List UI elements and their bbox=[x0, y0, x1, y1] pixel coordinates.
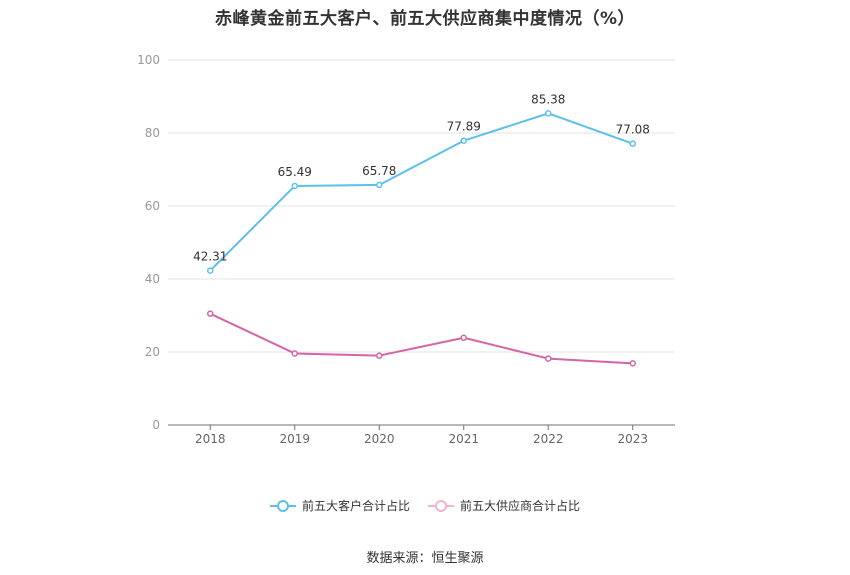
legend-label-suppliers: 前五大供应商合计占比 bbox=[460, 499, 581, 513]
data-point bbox=[460, 334, 467, 342]
x-tick-label: 2020 bbox=[364, 432, 395, 446]
data-source: 数据来源：恒生聚源 bbox=[366, 551, 484, 566]
data-label: 85.38 bbox=[531, 92, 565, 106]
y-tick-label: 20 bbox=[145, 345, 160, 359]
data-point bbox=[291, 182, 298, 190]
data-point bbox=[207, 310, 214, 317]
data-point bbox=[545, 110, 552, 117]
x-tick-label: 2022 bbox=[533, 432, 564, 446]
data-point bbox=[629, 360, 636, 367]
data-label: 42.31 bbox=[193, 250, 227, 264]
data-point bbox=[460, 137, 467, 144]
y-tick-label: 40 bbox=[145, 272, 160, 286]
chart-title: 赤峰黄金前五大客户、前五大供应商集中度情况（%） bbox=[214, 9, 636, 29]
y-tick-label: 100 bbox=[137, 53, 160, 67]
data-label: 77.08 bbox=[616, 123, 650, 137]
data-point bbox=[545, 355, 552, 362]
chart-legend: 前五大客户合计占比 前五大供应商合计占比 bbox=[0, 497, 850, 514]
series-line-0 bbox=[209, 112, 634, 272]
data-label: 77.89 bbox=[447, 120, 481, 134]
data-point bbox=[629, 140, 636, 147]
data-point bbox=[376, 352, 383, 359]
y-tick-label: 60 bbox=[145, 199, 160, 213]
x-tick-label: 2019 bbox=[279, 432, 310, 446]
legend-symbol-customers-icon bbox=[269, 499, 296, 513]
x-tick-label: 2018 bbox=[195, 432, 226, 446]
y-tick-label: 0 bbox=[152, 418, 160, 432]
data-point bbox=[207, 267, 214, 274]
legend-item-suppliers[interactable]: 前五大供应商合计占比 bbox=[428, 497, 580, 514]
legend-label-customers: 前五大客户合计占比 bbox=[301, 499, 410, 513]
data-label: 65.49 bbox=[278, 165, 312, 179]
legend-item-customers[interactable]: 前五大客户合计占比 bbox=[269, 497, 410, 514]
x-tick-label: 2021 bbox=[448, 432, 479, 446]
data-point bbox=[376, 181, 383, 189]
x-tick-label: 2023 bbox=[617, 432, 648, 446]
legend-symbol-suppliers-icon bbox=[428, 499, 454, 513]
data-label: 65.78 bbox=[362, 164, 396, 178]
y-tick-label: 80 bbox=[145, 126, 160, 140]
data-point bbox=[291, 350, 298, 357]
series-line-1 bbox=[209, 312, 633, 365]
